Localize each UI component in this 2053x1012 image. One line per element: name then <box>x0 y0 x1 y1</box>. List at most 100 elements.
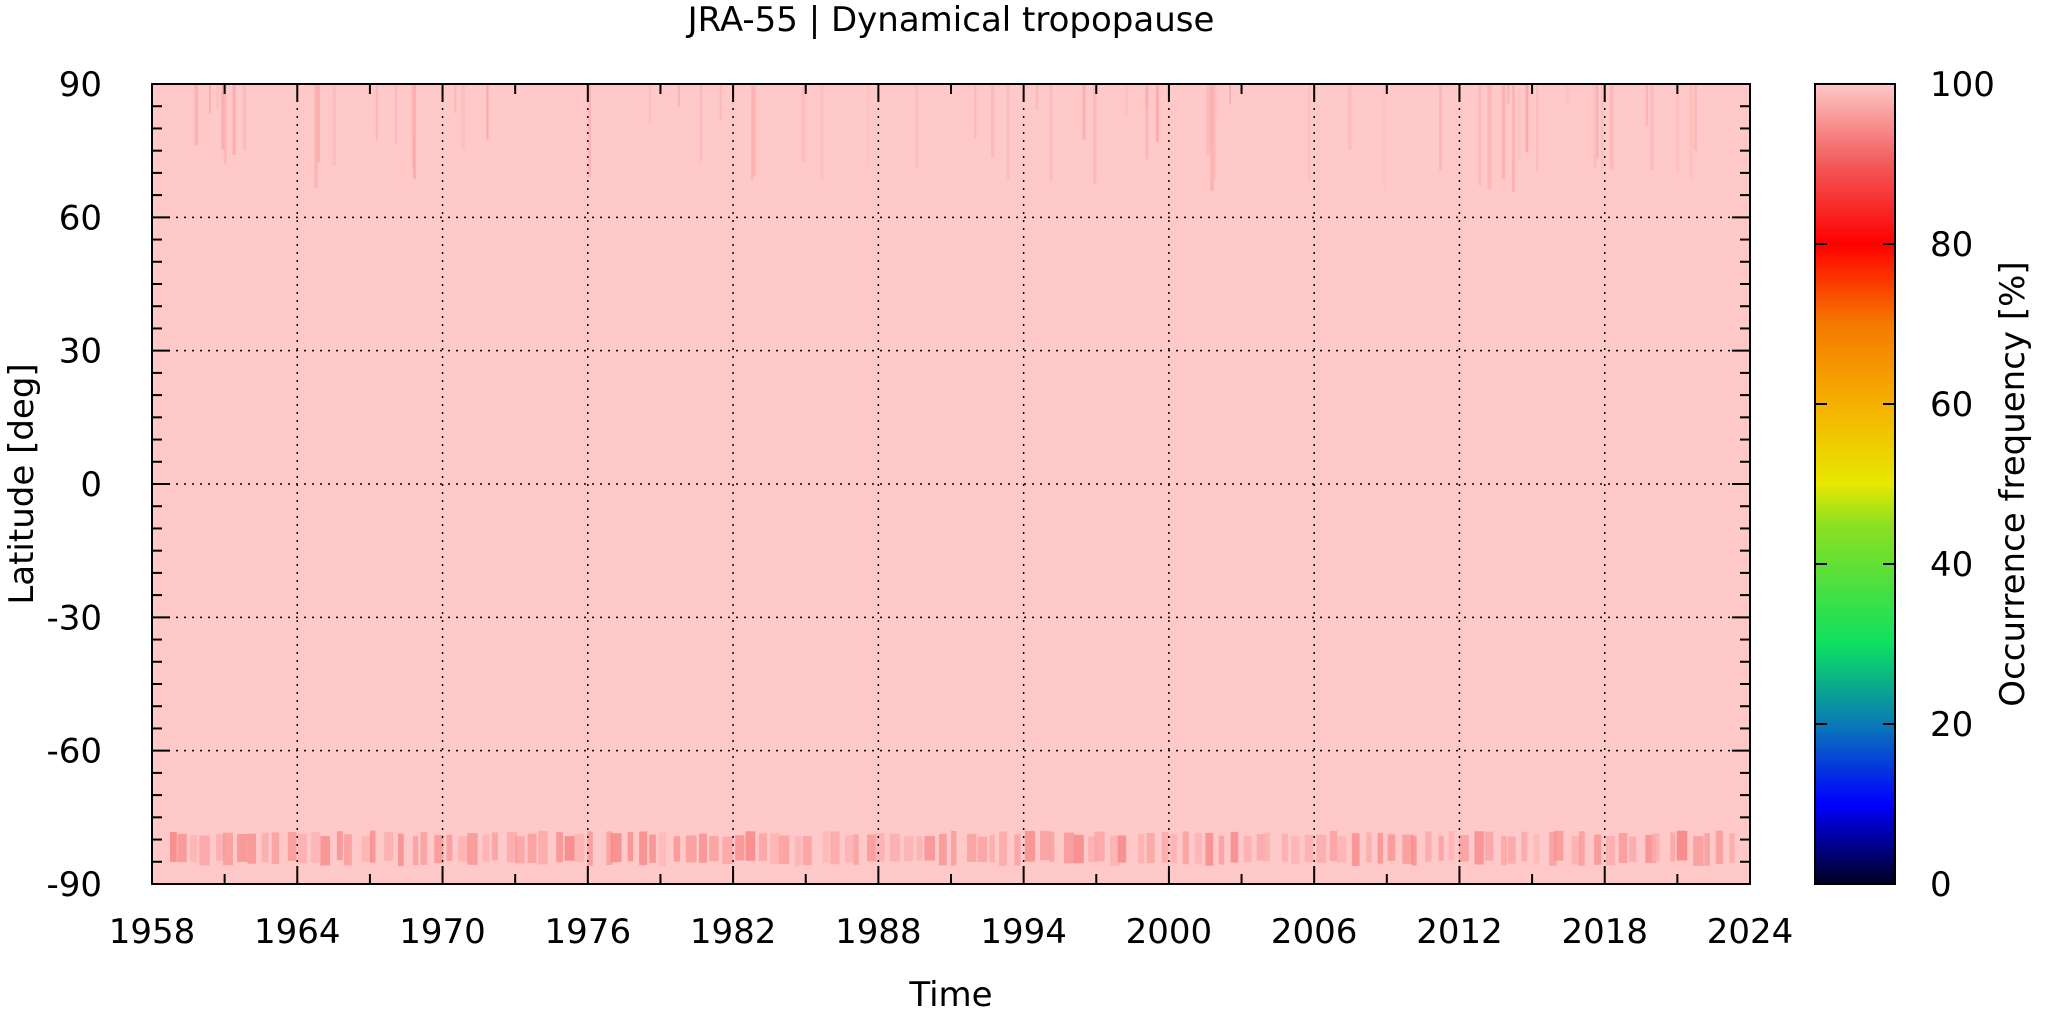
heatmap-cell <box>574 834 585 862</box>
heatmap-cell <box>1536 84 1539 171</box>
heatmap-cell <box>1715 830 1724 864</box>
heatmap-cell <box>989 835 995 863</box>
heatmap-cell <box>770 833 780 864</box>
x-tick-label: 1982 <box>690 912 777 952</box>
heatmap-cell <box>482 834 490 862</box>
colorbar-tick-label: 100 <box>1930 65 1995 105</box>
heatmap-cell <box>867 834 876 862</box>
x-tick-label: 1970 <box>399 912 486 952</box>
heatmap-cell <box>1014 834 1021 866</box>
colorbar <box>1814 83 1896 885</box>
heatmap-background <box>152 84 1750 884</box>
heatmap-cell <box>434 834 444 864</box>
heatmap-cell <box>587 831 593 866</box>
heatmap-cell <box>627 832 634 862</box>
heatmap-cell <box>1256 834 1268 861</box>
heatmap-cell <box>1609 84 1613 164</box>
heatmap-cell <box>336 831 343 861</box>
heatmap-cell <box>1411 835 1417 866</box>
heatmap-cell <box>1040 830 1050 861</box>
heatmap-cell <box>916 836 923 861</box>
heatmap-cell <box>1506 84 1510 105</box>
heatmap-cell <box>1243 835 1252 863</box>
heatmap-cell <box>1596 84 1599 159</box>
heatmap-cell <box>1110 835 1120 866</box>
heatmap-cell <box>1049 84 1053 182</box>
colorbar-tick-label: 40 <box>1930 545 1973 585</box>
heatmap-cell <box>1651 833 1660 862</box>
heatmap-cell <box>1024 830 1036 862</box>
x-tick-label: 1988 <box>835 912 922 952</box>
heatmap-cell <box>639 831 648 865</box>
heatmap-cell <box>320 835 331 866</box>
heatmap-features <box>170 84 1735 867</box>
heatmap-cell <box>1448 830 1455 861</box>
x-tick-label: 2018 <box>1561 912 1648 952</box>
heatmap-cell <box>298 833 307 864</box>
heatmap-cell <box>486 84 489 140</box>
colorbar-tick-label: 20 <box>1930 705 1973 745</box>
heatmap-cell <box>375 84 378 141</box>
heatmap-cell <box>216 834 225 861</box>
heatmap-cell <box>1205 832 1214 866</box>
x-tick-label: 2006 <box>1271 912 1358 952</box>
heatmap-cell <box>1117 835 1127 863</box>
colorbar-tick-label: 60 <box>1930 385 1973 425</box>
heatmap-cell <box>1124 84 1128 116</box>
heatmap-cell <box>1006 84 1010 179</box>
heatmap-cell <box>1487 84 1492 189</box>
heatmap-cell <box>699 84 703 162</box>
heatmap-cell <box>1670 832 1676 862</box>
heatmap-cell <box>1618 833 1628 863</box>
x-axis-label: Time <box>908 975 992 1012</box>
heatmap-cell <box>361 836 373 862</box>
heatmap-cell <box>745 831 756 861</box>
heatmap-cell <box>1088 836 1098 863</box>
y-tick-label: -90 <box>46 865 102 905</box>
heatmap-cell <box>1194 832 1203 864</box>
colorbar-tick-label: 0 <box>1930 865 1952 905</box>
heatmap-cell <box>527 833 537 863</box>
heatmap-cell <box>853 834 859 865</box>
heatmap-cell <box>1609 84 1614 170</box>
heatmap-cell <box>1304 834 1314 863</box>
heatmap-cell <box>648 84 651 122</box>
x-tick-labels: 1958 1964 1970 1976 1982 1988 1994 2000 2006 2012… <box>109 912 1794 952</box>
y-axis-label: Latitude [deg] <box>2 363 42 604</box>
heatmap-cell <box>951 830 957 866</box>
heatmap-cell <box>397 833 404 867</box>
heatmap-cell <box>1218 835 1225 865</box>
heatmap-cell <box>677 84 681 107</box>
heatmap-cell <box>1213 84 1216 179</box>
heatmap-cell <box>1533 833 1540 864</box>
heatmap-cell <box>1424 831 1432 862</box>
heatmap-cell <box>1216 84 1219 123</box>
heatmap-cell <box>1689 84 1694 178</box>
heatmap-cell <box>889 833 901 862</box>
heatmap-cell <box>1156 84 1159 142</box>
heatmap-cell <box>1629 836 1637 862</box>
heatmap-cell <box>830 831 840 865</box>
heatmap-cell <box>735 835 745 861</box>
x-tick-label: 2012 <box>1416 912 1503 952</box>
heatmap-cell <box>903 836 914 862</box>
heatmap-cell <box>189 834 198 863</box>
heatmap-cell <box>1594 834 1602 865</box>
heatmap-cell <box>1366 832 1372 863</box>
heatmap-cell <box>314 84 318 189</box>
x-tick-label: 1994 <box>980 912 1067 952</box>
heatmap-cell <box>1501 84 1506 180</box>
heatmap-cell <box>1229 84 1232 105</box>
heatmap-cell <box>1645 84 1649 126</box>
heatmap-cell <box>820 84 825 178</box>
heatmap-cell <box>974 84 977 139</box>
heatmap-cell <box>1525 84 1529 153</box>
heatmap-cell <box>1082 84 1086 140</box>
heatmap-cell <box>1458 834 1469 862</box>
heatmap-cell <box>170 831 177 862</box>
heatmap-cell <box>822 831 829 863</box>
heatmap-cell <box>467 833 478 865</box>
heatmap-cell <box>446 834 453 861</box>
heatmap-cell <box>1518 84 1521 160</box>
